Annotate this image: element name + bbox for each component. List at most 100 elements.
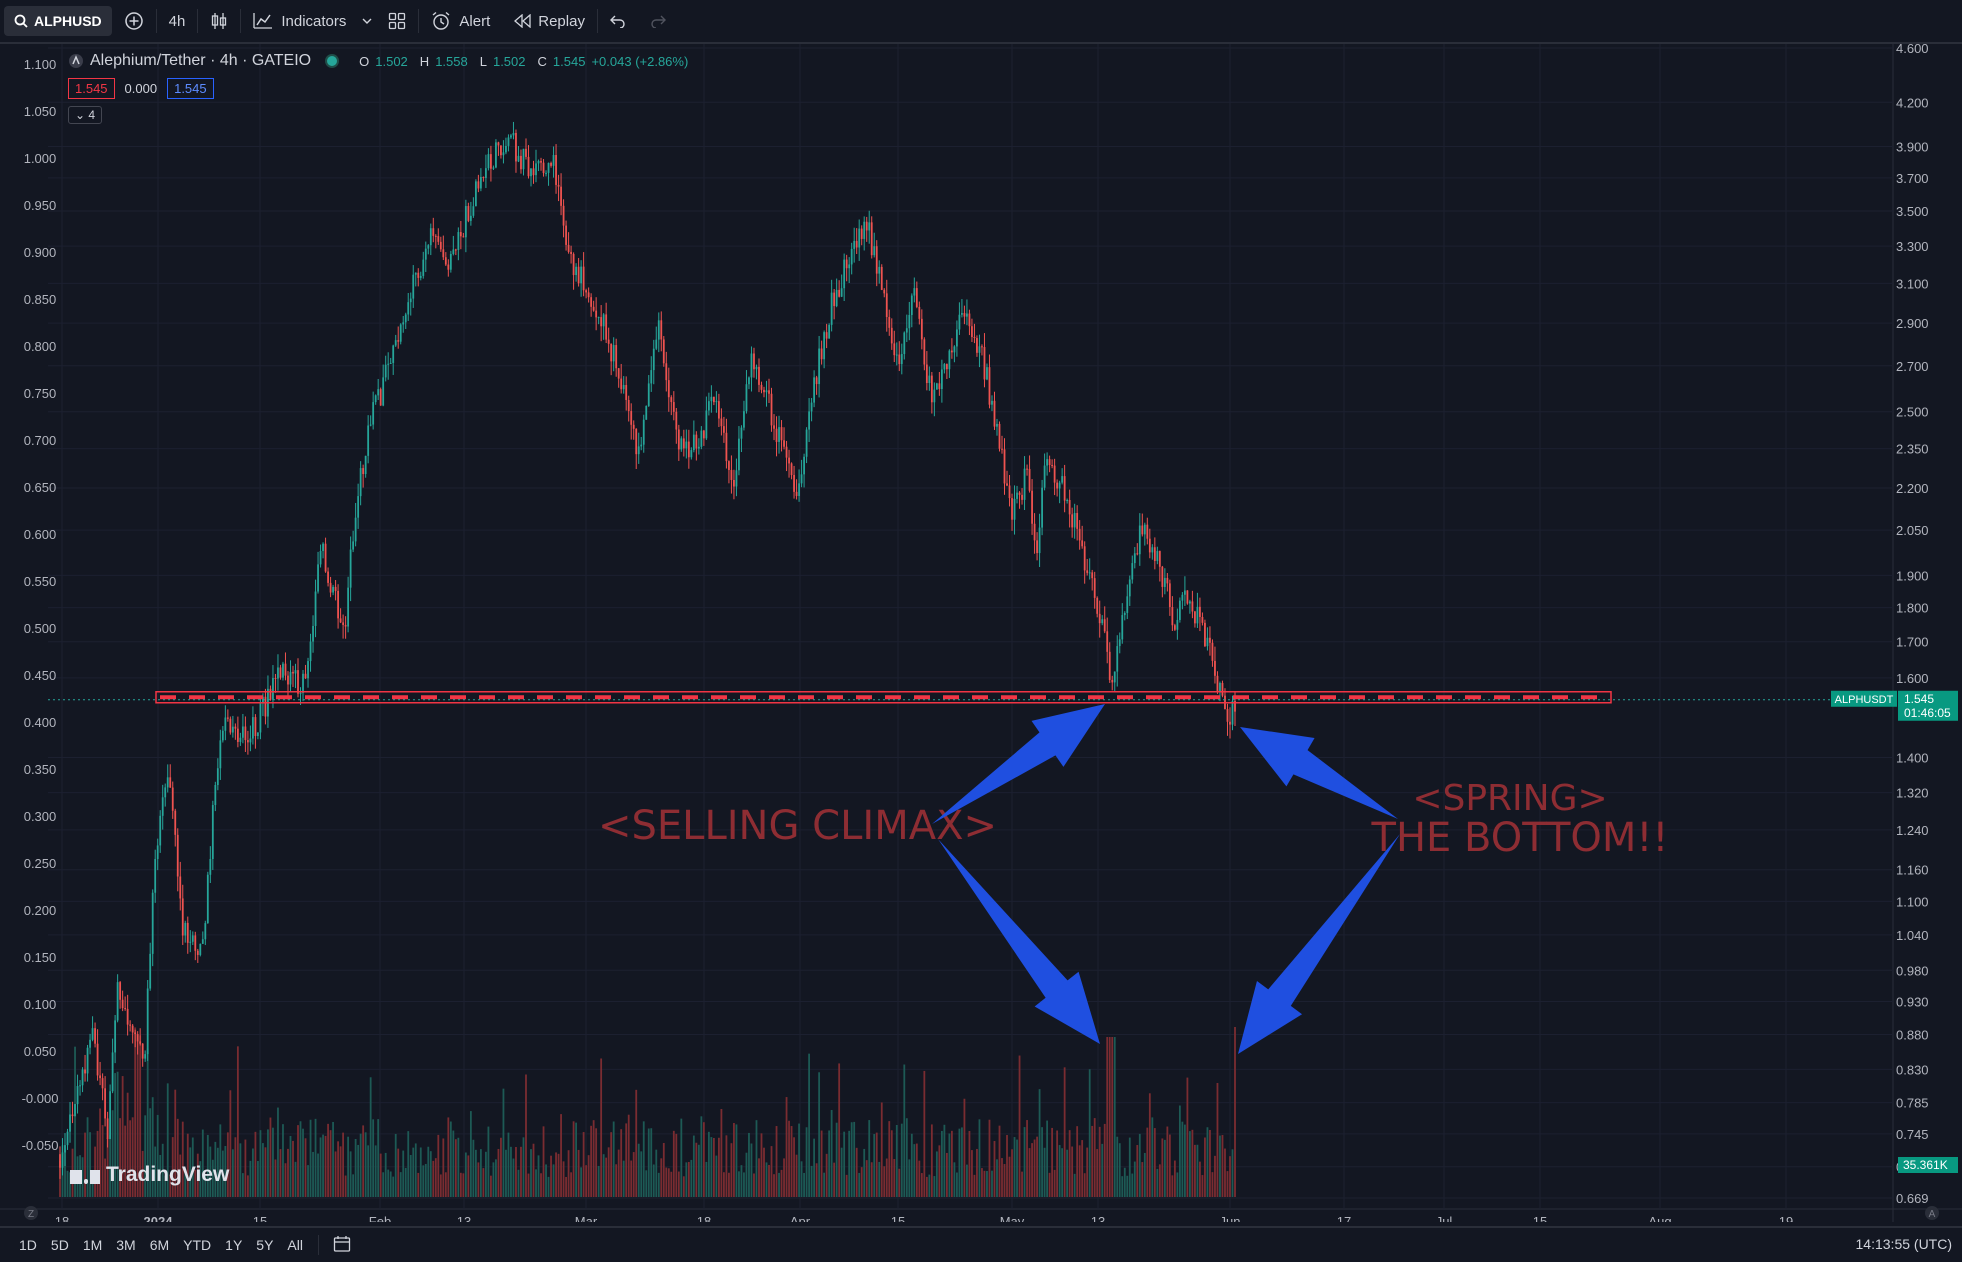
volume-bar — [555, 1152, 557, 1197]
volume-bar — [1123, 1167, 1126, 1197]
candle-body — [925, 364, 928, 384]
layouts-button[interactable] — [376, 0, 418, 42]
volume-bar — [1078, 1145, 1081, 1197]
volume-bar — [1146, 1127, 1149, 1197]
candle-body — [500, 145, 502, 156]
volume-bar — [991, 1170, 993, 1197]
candle-body — [312, 625, 314, 642]
volume-bar — [672, 1130, 675, 1197]
redo-button[interactable] — [638, 0, 678, 42]
candle-body — [1158, 551, 1161, 567]
interval-button[interactable]: 4h — [168, 12, 186, 30]
volume-bar — [1016, 1139, 1018, 1197]
candle-body — [1231, 700, 1234, 725]
candle-body — [1088, 572, 1091, 574]
candle-body — [680, 438, 683, 450]
chart-type-button[interactable] — [198, 0, 240, 42]
volume-bar — [700, 1116, 703, 1197]
volume-bar — [925, 1176, 928, 1197]
volume-bar — [1148, 1093, 1151, 1197]
timeframe-ytd[interactable]: YTD — [183, 1237, 212, 1253]
volume-bar — [986, 1170, 988, 1197]
volume-bar — [1066, 1149, 1069, 1197]
timeframe-all[interactable]: All — [287, 1237, 303, 1253]
left-axis-tick-label: 0.750 — [24, 386, 57, 401]
volume-bar — [432, 1160, 435, 1197]
volume-bar — [154, 1146, 157, 1197]
timeframe-5y[interactable]: 5Y — [256, 1237, 274, 1253]
candle-body — [447, 264, 450, 270]
candle-body — [449, 253, 452, 270]
utc-clock[interactable]: 14:13:55 (UTC) — [1855, 1236, 1952, 1252]
candle-body — [414, 272, 417, 275]
candle-body — [918, 306, 921, 319]
volume-bar — [364, 1132, 367, 1197]
volume-bar — [1171, 1175, 1174, 1197]
candle-body — [552, 154, 555, 166]
left-axis-tick-label: 0.100 — [24, 997, 57, 1012]
volume-bar — [1036, 1136, 1038, 1197]
volume-bar — [274, 1159, 277, 1197]
candle-body — [154, 859, 157, 893]
candle-body — [364, 455, 367, 475]
undo-button[interactable] — [598, 0, 638, 42]
legend-collapse-button[interactable]: ⌄ 4 — [68, 106, 103, 124]
candle-body — [1073, 513, 1076, 528]
candle-body — [324, 543, 327, 572]
volume-bar — [1189, 1131, 1191, 1197]
candle-body — [966, 313, 968, 317]
volume-bar — [567, 1150, 570, 1197]
volume-bar — [580, 1167, 583, 1197]
volume-bar — [988, 1119, 991, 1197]
volume-bar — [605, 1157, 608, 1197]
auto-scale-button[interactable] — [1925, 1206, 1939, 1220]
candle-body — [993, 400, 996, 427]
volume-bar — [1088, 1069, 1091, 1197]
timeframe-1y[interactable]: 1Y — [225, 1237, 243, 1253]
compare-symbol-button[interactable] — [112, 0, 156, 42]
alert-button[interactable]: Alert — [419, 0, 502, 42]
right-axis-tick-label: 0.880 — [1896, 1027, 1929, 1042]
scale-mode-button[interactable] — [24, 1206, 38, 1220]
date-range-button[interactable] — [327, 1235, 359, 1256]
timeframe-1m[interactable]: 1M — [82, 1237, 103, 1253]
volume-bar — [1008, 1156, 1011, 1197]
candle-body — [71, 1114, 74, 1117]
indicators-dropdown[interactable] — [358, 0, 376, 42]
volume-bar — [753, 1173, 755, 1197]
candle-body — [1171, 607, 1174, 626]
arrow-to-spring-price — [1240, 727, 1398, 819]
symbol-search-button[interactable]: ALPHUSD — [4, 6, 112, 36]
toolbar-divider — [155, 9, 157, 33]
timeframe-5d[interactable]: 5D — [50, 1237, 69, 1253]
volume-bar — [307, 1165, 309, 1197]
volume-bar — [479, 1149, 482, 1197]
candle-body — [319, 550, 322, 565]
volume-bar — [1234, 1027, 1236, 1197]
candle-body — [710, 396, 713, 402]
right-axis-tick-label: 2.500 — [1896, 405, 1929, 420]
volume-bar — [763, 1147, 765, 1197]
candle-body — [545, 172, 547, 174]
indicators-button[interactable]: Indicators — [241, 0, 358, 42]
left-axis-tick-label: 1.100 — [24, 57, 57, 72]
left-axis-tick-label: 0.900 — [24, 245, 57, 260]
replay-button[interactable]: Replay — [502, 0, 597, 42]
candle-body — [412, 274, 415, 299]
timeframe-1d[interactable]: 1D — [19, 1237, 37, 1253]
volume-bar — [940, 1130, 943, 1197]
candle-body — [1013, 498, 1016, 520]
candle-body — [783, 440, 785, 447]
candle-body — [236, 728, 239, 742]
candle-body — [895, 354, 898, 356]
chart-pane[interactable]: 1.100 1.050 1.000 0.950 0.900 0.850 0.800 0.750… — [0, 41, 1962, 1229]
volume-bar — [530, 1149, 532, 1197]
timeframe-3m[interactable]: 3M — [116, 1237, 136, 1253]
volume-bar — [216, 1147, 219, 1197]
timeframe-6m[interactable]: 6M — [149, 1237, 170, 1253]
candle-body — [119, 982, 122, 1000]
candle-body — [1226, 708, 1229, 722]
candle-body — [1068, 500, 1071, 515]
price-chart[interactable]: 1.100 1.050 1.000 0.950 0.900 0.850 0.800 0.750… — [0, 41, 1962, 1229]
left-axis-tick-label: 0.350 — [24, 762, 57, 777]
